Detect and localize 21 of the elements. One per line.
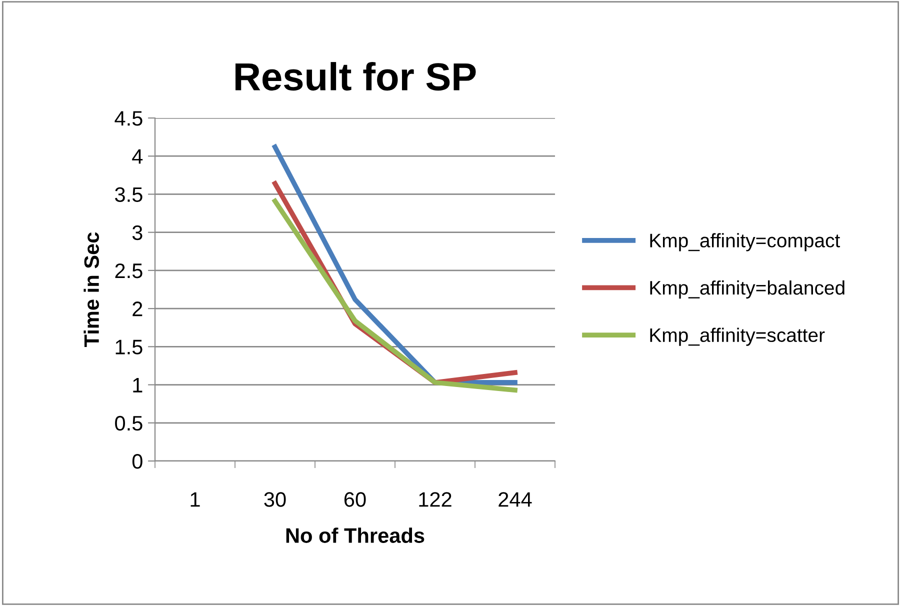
y-tick-label: 3 — [132, 225, 142, 240]
y-tick-label: 1 — [133, 378, 142, 392]
y-tick-label: 2 — [132, 302, 142, 316]
y-tick-label: 2.5 — [115, 263, 142, 278]
x-tick-label: 30 — [264, 492, 286, 507]
legend-label: Kmp_affinity=compact — [650, 233, 840, 252]
x-tick-label: 244 — [498, 492, 532, 507]
legend-label: Kmp_affinity=scatter — [650, 328, 825, 346]
y-tick-label: 0 — [132, 454, 142, 469]
x-tick-label: 122 — [419, 492, 452, 507]
y-tick-label: 1.5 — [116, 340, 142, 354]
y-tick-label: 0.5 — [115, 416, 142, 431]
x-axis-title: No of Threads — [286, 528, 424, 543]
y-axis-title: Time in Sec — [84, 232, 100, 347]
x-tick-label: 60 — [344, 492, 366, 507]
y-tick-label: 3.5 — [115, 187, 142, 202]
chart-title: Result for SP — [236, 62, 476, 91]
legend-label: Kmp_affinity=balanced — [650, 280, 844, 299]
x-tick-label: 1 — [190, 492, 200, 507]
y-tick-label: 4.5 — [114, 111, 142, 126]
y-tick-label: 4 — [132, 149, 143, 164]
